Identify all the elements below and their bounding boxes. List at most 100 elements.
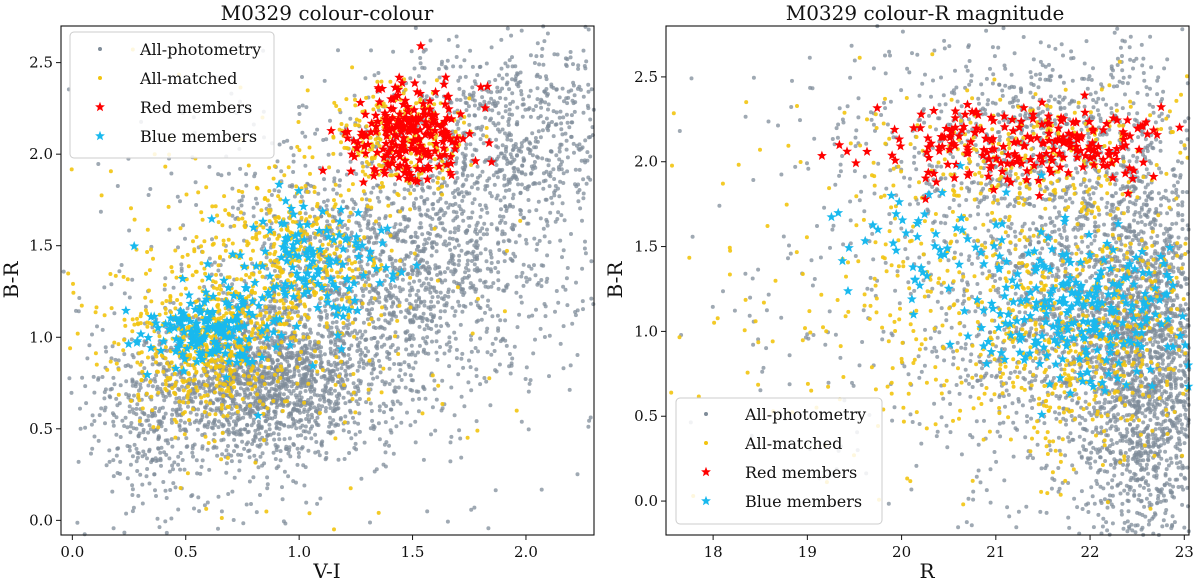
data-point xyxy=(262,438,266,443)
data-point xyxy=(203,389,208,394)
data-point xyxy=(348,210,353,215)
data-point xyxy=(221,414,226,419)
data-point xyxy=(515,325,520,330)
data-point xyxy=(460,280,465,285)
data-point xyxy=(569,88,574,93)
data-point xyxy=(534,208,539,213)
data-point xyxy=(199,244,204,249)
data-point xyxy=(460,198,465,203)
data-point xyxy=(216,268,221,273)
data-point xyxy=(267,237,271,242)
data-point xyxy=(138,385,143,390)
data-point xyxy=(263,372,268,377)
data-point xyxy=(161,415,166,419)
data-point xyxy=(537,181,542,186)
data-point xyxy=(257,270,262,275)
data-point xyxy=(561,248,566,253)
data-point xyxy=(289,379,294,384)
data-point xyxy=(458,64,463,69)
data-point xyxy=(509,138,514,143)
data-point xyxy=(163,345,168,350)
data-point xyxy=(177,399,182,404)
data-point xyxy=(210,408,215,413)
data-point xyxy=(541,62,546,67)
data-point xyxy=(416,244,421,249)
data-point xyxy=(364,209,369,214)
data-point xyxy=(154,494,158,498)
data-point xyxy=(546,163,551,168)
data-point xyxy=(155,387,159,392)
data-point xyxy=(95,324,99,329)
data-point xyxy=(506,119,511,124)
data-point xyxy=(176,245,180,250)
data-point xyxy=(581,191,586,196)
data-point xyxy=(315,415,320,420)
data-point xyxy=(438,221,443,226)
data-point xyxy=(389,407,394,412)
data-point xyxy=(402,187,407,192)
data-point xyxy=(204,414,209,419)
data-point xyxy=(262,197,267,201)
data-point xyxy=(393,284,398,289)
data-point xyxy=(75,520,80,525)
data-point xyxy=(269,193,274,197)
data-point xyxy=(185,252,190,257)
data-point xyxy=(577,188,582,192)
data-point xyxy=(301,372,306,377)
data-point xyxy=(436,329,441,334)
data-point xyxy=(196,495,201,500)
data-point xyxy=(499,218,504,223)
data-point xyxy=(441,297,446,302)
data-point xyxy=(464,142,469,147)
data-point xyxy=(326,362,331,367)
data-point xyxy=(345,364,350,369)
data-point xyxy=(528,53,533,58)
data-point xyxy=(310,207,315,212)
data-point xyxy=(130,317,135,322)
data-point xyxy=(286,474,291,479)
data-point xyxy=(277,322,282,326)
data-point xyxy=(199,464,204,469)
data-point xyxy=(281,301,286,306)
data-point xyxy=(353,202,358,207)
data-point xyxy=(428,159,433,164)
data-point xyxy=(371,273,375,278)
data-point xyxy=(174,410,179,415)
data-point xyxy=(309,436,314,441)
data-point xyxy=(424,276,429,281)
data-point xyxy=(227,422,232,427)
data-point xyxy=(557,194,562,199)
data-point xyxy=(456,78,461,83)
data-point xyxy=(363,346,368,351)
data-point xyxy=(436,217,441,222)
data-point xyxy=(452,245,457,250)
data-point xyxy=(138,382,143,387)
data-point xyxy=(393,258,398,263)
data-point xyxy=(570,120,575,125)
data-point xyxy=(248,392,253,397)
data-point xyxy=(369,190,374,195)
data-point xyxy=(264,310,269,315)
data-point xyxy=(210,237,214,242)
data-point xyxy=(322,399,327,404)
data-point xyxy=(412,240,417,244)
data-point xyxy=(493,104,498,109)
data-point xyxy=(370,418,375,423)
data-point xyxy=(179,292,184,297)
data-point xyxy=(420,232,425,237)
data-point xyxy=(560,201,565,206)
data-point xyxy=(417,343,422,348)
data-point xyxy=(157,525,162,530)
data-point xyxy=(583,239,587,244)
data-point xyxy=(100,327,105,332)
data-point xyxy=(422,347,426,352)
data-point xyxy=(117,269,122,274)
data-point xyxy=(190,450,195,455)
data-point xyxy=(424,323,429,328)
data-point xyxy=(375,195,380,200)
data-point xyxy=(242,411,247,416)
data-point xyxy=(163,311,168,316)
data-point xyxy=(484,259,489,264)
data-point xyxy=(472,103,477,108)
